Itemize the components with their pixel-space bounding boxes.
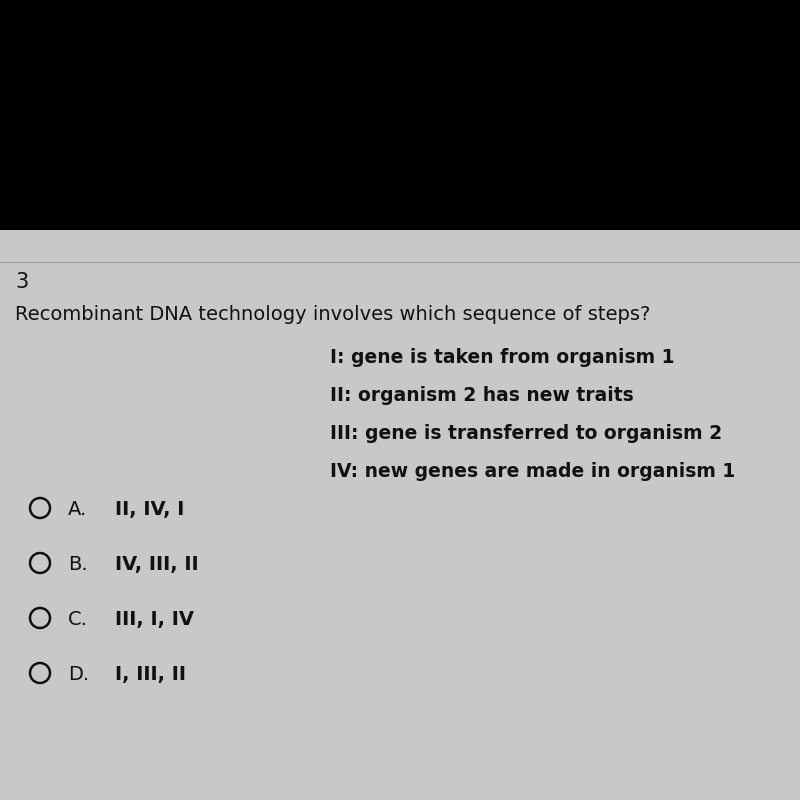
Text: IV: new genes are made in organism 1: IV: new genes are made in organism 1 xyxy=(330,462,735,481)
Text: II, IV, I: II, IV, I xyxy=(115,500,184,519)
Bar xyxy=(0,0,800,230)
Text: III, I, IV: III, I, IV xyxy=(115,610,194,629)
Text: Recombinant DNA technology involves which sequence of steps?: Recombinant DNA technology involves whic… xyxy=(15,305,650,324)
Text: IV, III, II: IV, III, II xyxy=(115,555,198,574)
Text: A.: A. xyxy=(68,500,87,519)
Text: III: gene is transferred to organism 2: III: gene is transferred to organism 2 xyxy=(330,424,722,443)
Text: I, III, II: I, III, II xyxy=(115,665,186,684)
Text: C.: C. xyxy=(68,610,88,629)
Text: 3: 3 xyxy=(15,272,28,292)
Text: II: organism 2 has new traits: II: organism 2 has new traits xyxy=(330,386,634,405)
Text: I: gene is taken from organism 1: I: gene is taken from organism 1 xyxy=(330,348,674,367)
Text: B.: B. xyxy=(68,555,88,574)
Text: D.: D. xyxy=(68,665,89,684)
